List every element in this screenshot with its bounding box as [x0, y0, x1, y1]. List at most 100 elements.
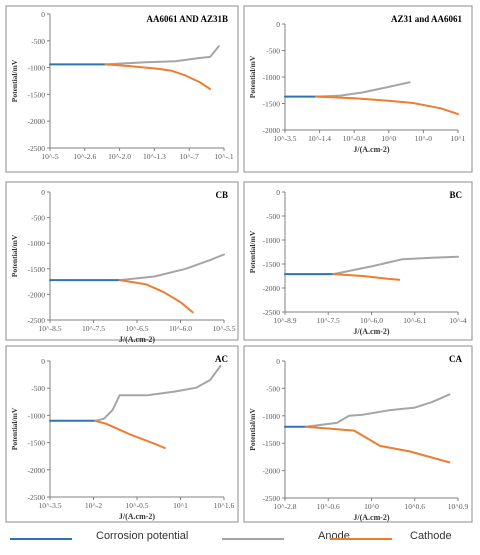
x-tick-label: 10^0	[381, 134, 396, 143]
chart-title: AC	[215, 354, 228, 364]
x-tick-label: 10^-2.6	[73, 152, 96, 161]
x-tick-label: 10^-1.4	[308, 134, 331, 143]
y-axis-label: Potential/mV	[248, 408, 257, 451]
y-tick-label: -500	[31, 384, 45, 393]
y-tick-label: 0	[41, 10, 45, 19]
x-tick-label: 10^-8.9	[274, 316, 297, 325]
series-anode-line	[304, 393, 451, 428]
x-tick-label: 10^-0.5	[126, 501, 149, 510]
x-tick-label: 10^1.6	[214, 501, 235, 510]
y-tick-label: -1000	[263, 412, 281, 421]
x-tick-label: 10^-3.5	[39, 501, 62, 510]
legend-label-corrosion: Corrosion potential	[96, 530, 189, 542]
series-anode-line	[332, 255, 459, 276]
y-axis-label: Potential/mV	[248, 55, 257, 98]
x-tick-label: 10^-6.0	[360, 316, 383, 325]
x-tick-label: 10^-2.8	[274, 502, 297, 511]
y-axis-label: Potential/mV	[248, 230, 257, 273]
y-tick-label: -1000	[28, 411, 46, 420]
x-tick-label: 10^-6.1	[403, 316, 426, 325]
x-tick-label: 10^-1.3	[143, 152, 166, 161]
x-tick-label: 10^0.9	[448, 502, 469, 511]
legend-swatch-corrosion	[10, 538, 72, 540]
x-axis-label: J/(A.cm-2)	[353, 145, 390, 154]
x-tick-label: 10^-7.5	[317, 316, 340, 325]
y-tick-label: -2000	[28, 466, 46, 475]
y-tick-label: -2000	[263, 467, 281, 476]
x-tick-label: 10^-4	[449, 316, 467, 325]
y-tick-label: -500	[266, 384, 280, 393]
y-tick-label: -1000	[28, 239, 46, 248]
x-tick-label: 10^-6.0	[169, 324, 192, 333]
y-tick-label: -2500	[263, 494, 281, 503]
series-cathode-line	[315, 95, 459, 116]
y-tick-label: 0	[276, 357, 280, 366]
x-tick-label: 10^-8.5	[39, 324, 62, 333]
x-tick-label: 10^0	[364, 502, 379, 511]
y-tick-label: 0	[276, 20, 280, 29]
panel-frame	[243, 345, 473, 523]
x-tick-label: 10^-.1	[214, 152, 233, 161]
series-cathode-line	[332, 273, 401, 281]
y-tick-label: -500	[266, 212, 280, 221]
y-tick-label: -1000	[263, 236, 281, 245]
series-cathode-line	[304, 425, 451, 464]
y-axis-label: Potential/mV	[10, 59, 19, 102]
x-tick-label: 10^1	[173, 501, 188, 510]
y-tick-label: -2000	[28, 290, 46, 299]
y-tick-label: -1500	[28, 439, 46, 448]
y-tick-label: -1500	[28, 90, 46, 99]
legend-swatch-anode	[222, 538, 284, 540]
chart-title: CA	[449, 354, 462, 364]
y-tick-label: -2000	[263, 126, 281, 135]
y-tick-label: -500	[31, 37, 45, 46]
x-tick-label: 10^-.7	[180, 152, 199, 161]
x-tick-label: 10^-3.5	[274, 134, 297, 143]
x-axis-label: J/(A.cm-2)	[119, 335, 156, 344]
y-tick-label: 0	[41, 357, 45, 366]
panel-frame	[243, 181, 473, 341]
y-tick-label: -1500	[263, 100, 281, 109]
y-tick-label: -1000	[28, 64, 46, 73]
x-tick-label: 10^-0	[415, 134, 433, 143]
series-cathode-line	[94, 419, 166, 449]
chart-title: BC	[449, 190, 462, 200]
panel-frame	[243, 5, 473, 173]
x-axis-label: J/(A.cm-2)	[353, 513, 390, 522]
x-tick-label: 10^-5.5	[213, 324, 236, 333]
series-anode-line	[94, 364, 222, 422]
y-tick-label: -1000	[263, 73, 281, 82]
x-tick-label: 10^-7.5	[82, 324, 105, 333]
y-tick-label: -2500	[28, 316, 46, 325]
y-tick-label: -2000	[263, 284, 281, 293]
x-axis-label: J/(A.cm-2)	[353, 327, 390, 336]
panel-frame	[5, 181, 239, 341]
series-anode-line	[104, 45, 220, 66]
y-tick-label: -1500	[28, 265, 46, 274]
x-tick-label: 10^0.6	[405, 502, 426, 511]
x-tick-label: 10^-2.0	[108, 152, 131, 161]
series-anode-line	[315, 81, 411, 98]
legend-swatch-cathode	[330, 538, 392, 540]
y-axis-label: Potential/mV	[10, 407, 19, 450]
legend-label-cathode: Cathode	[410, 530, 452, 542]
y-tick-label: -2500	[28, 493, 46, 502]
legend-label-anode: Anode	[318, 530, 350, 542]
y-tick-label: -2500	[263, 308, 281, 317]
y-tick-label: -500	[31, 214, 45, 223]
series-cathode-line	[118, 279, 194, 314]
series-cathode-line	[104, 63, 212, 90]
y-tick-label: -1500	[263, 260, 281, 269]
x-tick-label: 10^1	[451, 134, 466, 143]
y-tick-label: 0	[41, 188, 45, 197]
x-tick-label: 10^-2	[85, 501, 103, 510]
y-tick-label: -1500	[263, 439, 281, 448]
y-tick-label: -2000	[28, 117, 46, 126]
series-anode-line	[118, 253, 225, 282]
chart-title: AA6061 AND AZ31B	[146, 14, 228, 24]
